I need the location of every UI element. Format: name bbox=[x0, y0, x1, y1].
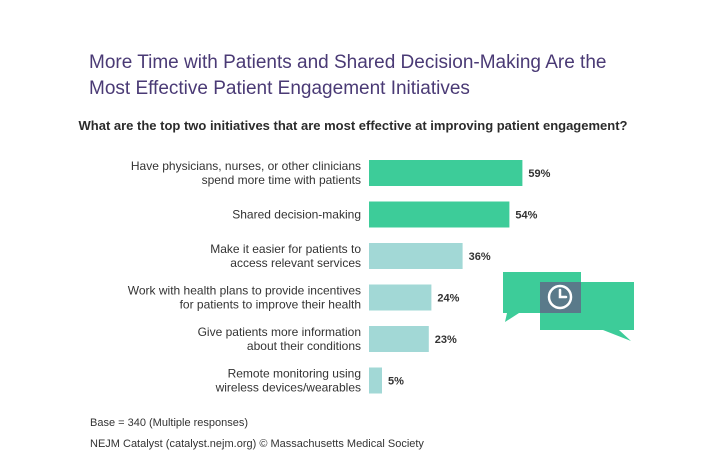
bar bbox=[369, 284, 432, 311]
category-label-line: Remote monitoring using bbox=[228, 367, 361, 381]
bar-row: 24% Work with health plans to provide inc… bbox=[128, 284, 460, 312]
speech-bubble-clock-icon bbox=[503, 272, 634, 341]
bar-row: 23% Give patients more information about t… bbox=[198, 325, 457, 353]
category-label-line: wireless devices/wearables bbox=[215, 381, 361, 395]
value-label: 36% bbox=[469, 251, 491, 263]
bar-row: 54% Shared decision-making bbox=[232, 201, 538, 228]
category-label: Have physicians, nurses, or other clinic… bbox=[131, 159, 361, 187]
category-label: Give patients more information about thei… bbox=[198, 325, 361, 353]
footer-base: Base = 340 (Multiple responses) bbox=[90, 417, 249, 429]
clock-hands bbox=[558, 288, 568, 299]
bars-layer: 59% Have physicians, nurses, or other cli… bbox=[128, 159, 551, 395]
category-label: Make it easier for patients to access rel… bbox=[210, 242, 361, 270]
category-label-line: Give patients more information bbox=[198, 325, 361, 339]
category-label-line: Shared decision-making bbox=[232, 208, 361, 222]
value-label: 5% bbox=[388, 376, 404, 388]
chart-question: What are the top two initiatives that ar… bbox=[78, 118, 628, 133]
bar bbox=[369, 326, 429, 352]
value-label: 59% bbox=[528, 168, 550, 180]
chart-title: More Time with Patients and Shared Decis… bbox=[89, 50, 689, 102]
bar bbox=[369, 243, 463, 269]
category-label: Work with health plans to provide incent… bbox=[128, 284, 361, 312]
category-label-line: Work with health plans to provide incent… bbox=[128, 284, 361, 298]
value-label: 23% bbox=[435, 334, 457, 346]
bar bbox=[369, 160, 523, 186]
category-label-line: access relevant services bbox=[230, 256, 361, 270]
category-label: Remote monitoring using wireless devices/… bbox=[215, 367, 361, 395]
category-label-line: Make it easier for patients to bbox=[210, 242, 361, 256]
value-label: 54% bbox=[515, 210, 537, 222]
bar bbox=[369, 201, 510, 228]
category-label-line: about their conditions bbox=[247, 339, 361, 353]
clock-face bbox=[547, 284, 573, 310]
chart-title-line-2: Most Effective Patient Engagement Initia… bbox=[89, 78, 470, 99]
category-label: Shared decision-making bbox=[232, 208, 361, 222]
bar-row: 36% Make it easier for patients to access … bbox=[210, 242, 491, 270]
bar-row: 59% Have physicians, nurses, or other cli… bbox=[131, 159, 551, 187]
chart-title-line-1: More Time with Patients and Shared Decis… bbox=[89, 52, 607, 73]
category-label-line: Have physicians, nurses, or other clinic… bbox=[131, 159, 361, 173]
bar-row: 5% Remote monitoring using wireless device… bbox=[215, 367, 405, 395]
category-label-line: for patients to improve their health bbox=[180, 298, 361, 312]
footer-source: NEJM Catalyst (catalyst.nejm.org) © Mass… bbox=[90, 438, 424, 450]
value-label: 24% bbox=[437, 293, 459, 305]
bar bbox=[369, 367, 382, 394]
category-label-line: spend more time with patients bbox=[202, 173, 361, 187]
